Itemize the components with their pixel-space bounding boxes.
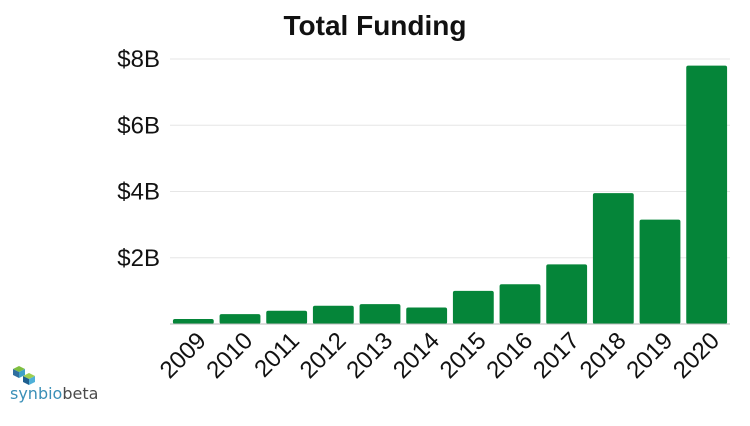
gridlines (170, 58, 730, 259)
logo-wordmark-part1: synbio (10, 384, 63, 403)
bar-2009 (172, 319, 214, 324)
bar-2012 (312, 305, 354, 324)
logo-wordmark-part2: beta (62, 384, 99, 403)
x-tick-label: 2009 (155, 327, 212, 384)
y-tick-label: $8B (117, 46, 160, 73)
x-tick-label: 2017 (528, 327, 585, 384)
x-tick-label: 2019 (621, 327, 678, 384)
chart-title: Total Funding (283, 10, 467, 41)
logo-wordmark: synbiobeta (10, 384, 98, 403)
bar-2018 (592, 193, 634, 324)
bar-2011 (266, 310, 308, 324)
bar-2015 (452, 290, 494, 324)
x-tick-label: 2013 (341, 327, 398, 384)
bar-2020 (686, 65, 728, 324)
x-tick-label: 2015 (435, 327, 492, 384)
x-axis-ticks: 2009201020112012201320142015201620172018… (155, 327, 725, 384)
bar-2016 (499, 284, 541, 324)
x-tick-label: 2020 (668, 327, 725, 384)
bars (172, 65, 728, 324)
bar-2019 (639, 219, 681, 324)
logo-cubes-icon (13, 366, 35, 385)
y-tick-label: $6B (117, 112, 160, 139)
y-tick-label: $2B (117, 245, 160, 272)
x-tick-label: 2018 (575, 327, 632, 384)
synbiobeta-logo: synbiobeta (10, 366, 125, 406)
bar-2010 (219, 314, 261, 324)
y-axis-ticks: $2B $4B $6B $8B (117, 46, 160, 272)
x-tick-label: 2010 (201, 327, 258, 384)
x-tick-label: 2014 (388, 327, 445, 384)
bar-2017 (546, 264, 588, 324)
x-tick-label: 2011 (249, 327, 305, 383)
y-tick-label: $4B (117, 179, 160, 206)
bar-2013 (359, 304, 401, 324)
x-tick-label: 2012 (295, 327, 352, 384)
bar-2014 (406, 307, 448, 324)
x-tick-label: 2016 (481, 327, 538, 384)
